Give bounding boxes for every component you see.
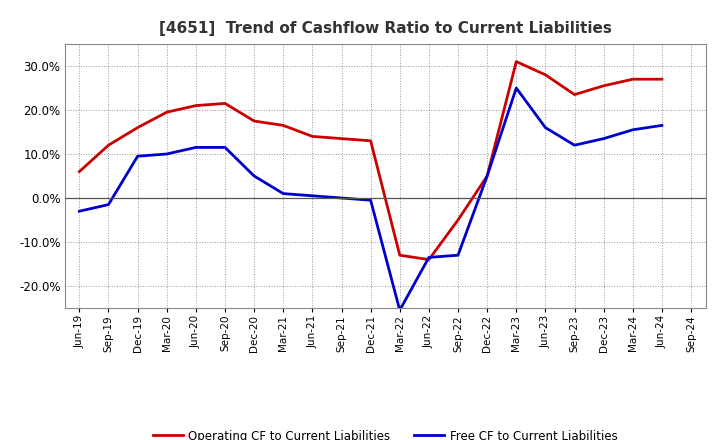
Title: [4651]  Trend of Cashflow Ratio to Current Liabilities: [4651] Trend of Cashflow Ratio to Curren… [159, 21, 611, 36]
Operating CF to Current Liabilities [657, 77, 666, 82]
Operating CF to Current Liabilities [75, 169, 84, 174]
Operating CF to Current Liabilities [104, 143, 113, 148]
Line: Free CF to Current Liabilities: Free CF to Current Liabilities [79, 88, 662, 310]
Operating CF to Current Liabilities [454, 217, 462, 223]
Free CF to Current Liabilities [104, 202, 113, 207]
Free CF to Current Liabilities [250, 173, 258, 179]
Legend: Operating CF to Current Liabilities, Free CF to Current Liabilities: Operating CF to Current Liabilities, Fre… [148, 425, 622, 440]
Operating CF to Current Liabilities [570, 92, 579, 97]
Free CF to Current Liabilities [599, 136, 608, 141]
Free CF to Current Liabilities [279, 191, 287, 196]
Operating CF to Current Liabilities [541, 72, 550, 77]
Operating CF to Current Liabilities [425, 257, 433, 262]
Free CF to Current Liabilities [75, 209, 84, 214]
Free CF to Current Liabilities [163, 151, 171, 157]
Operating CF to Current Liabilities [395, 253, 404, 258]
Operating CF to Current Liabilities [133, 125, 142, 130]
Operating CF to Current Liabilities [308, 134, 317, 139]
Operating CF to Current Liabilities [279, 123, 287, 128]
Operating CF to Current Liabilities [599, 83, 608, 88]
Free CF to Current Liabilities [395, 308, 404, 313]
Free CF to Current Liabilities [133, 154, 142, 159]
Free CF to Current Liabilities [541, 125, 550, 130]
Free CF to Current Liabilities [483, 173, 492, 179]
Free CF to Current Liabilities [308, 193, 317, 198]
Operating CF to Current Liabilities [483, 173, 492, 179]
Operating CF to Current Liabilities [512, 59, 521, 64]
Free CF to Current Liabilities [192, 145, 200, 150]
Free CF to Current Liabilities [570, 143, 579, 148]
Operating CF to Current Liabilities [220, 101, 229, 106]
Operating CF to Current Liabilities [192, 103, 200, 108]
Free CF to Current Liabilities [657, 123, 666, 128]
Free CF to Current Liabilities [366, 198, 375, 203]
Free CF to Current Liabilities [512, 85, 521, 91]
Free CF to Current Liabilities [425, 255, 433, 260]
Operating CF to Current Liabilities [163, 110, 171, 115]
Free CF to Current Liabilities [337, 195, 346, 201]
Operating CF to Current Liabilities [629, 77, 637, 82]
Free CF to Current Liabilities [220, 145, 229, 150]
Operating CF to Current Liabilities [337, 136, 346, 141]
Free CF to Current Liabilities [629, 127, 637, 132]
Operating CF to Current Liabilities [250, 118, 258, 124]
Line: Operating CF to Current Liabilities: Operating CF to Current Liabilities [79, 62, 662, 260]
Free CF to Current Liabilities [454, 253, 462, 258]
Operating CF to Current Liabilities [366, 138, 375, 143]
